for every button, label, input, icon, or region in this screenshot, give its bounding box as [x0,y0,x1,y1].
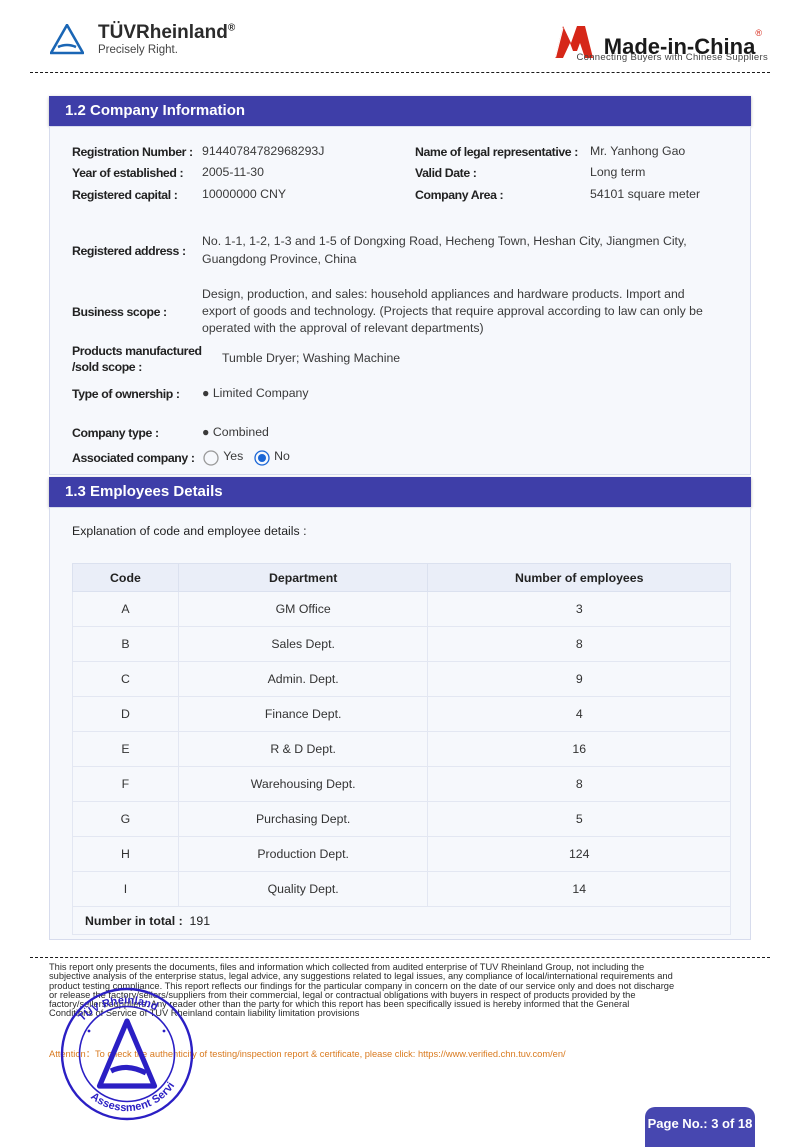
svg-text:TÜV Rheinland: TÜV Rheinland [76,995,159,1024]
